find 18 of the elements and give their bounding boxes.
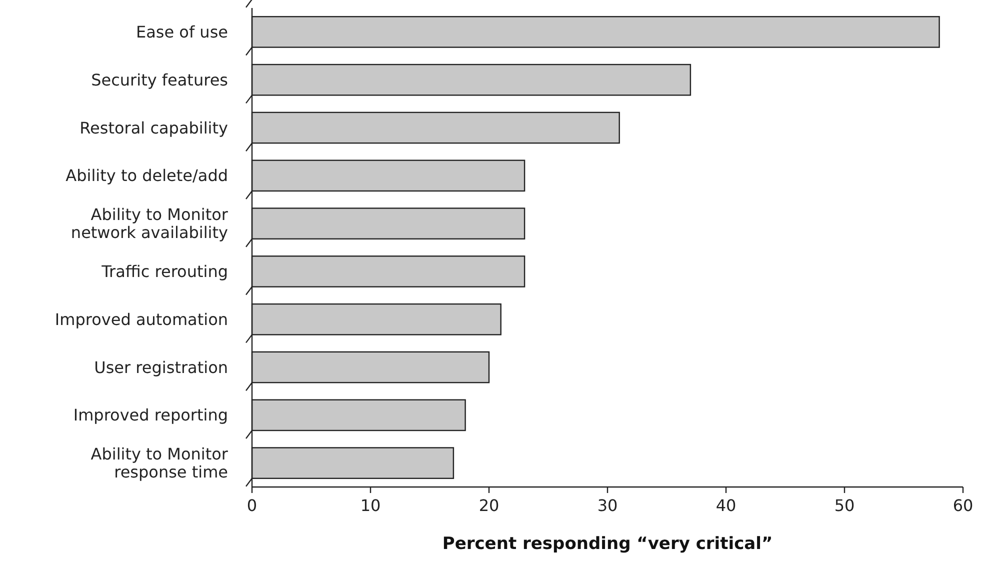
y-tick-label: Improved reporting bbox=[73, 406, 228, 425]
y-tick-label: Ease of use bbox=[136, 22, 228, 42]
y-tick-label: Ability to delete/add bbox=[66, 166, 228, 186]
y-tick-label: Restoral capability bbox=[80, 118, 228, 138]
x-tick-label: 0 bbox=[246, 496, 258, 515]
x-tick-label: 30 bbox=[597, 496, 618, 515]
y-tick-label: User registration bbox=[94, 358, 228, 377]
x-tick-label: 10 bbox=[360, 496, 381, 515]
x-tick-label: 50 bbox=[834, 496, 855, 515]
x-axis-title: Percent responding “very critical” bbox=[442, 534, 773, 554]
y-tick-label: Ability to Monitor network availability bbox=[70, 205, 228, 242]
x-tick-label: 20 bbox=[478, 496, 500, 515]
y-tick-label: Ability to Monitor response time bbox=[90, 444, 228, 482]
y-tick-label: Improved automation bbox=[54, 310, 228, 329]
x-tick-label: 40 bbox=[716, 496, 736, 515]
x-tick-label: 60 bbox=[952, 496, 974, 515]
y-tick-label: Security features bbox=[91, 70, 228, 90]
y-tick-label: Traffic rerouting bbox=[100, 262, 228, 281]
